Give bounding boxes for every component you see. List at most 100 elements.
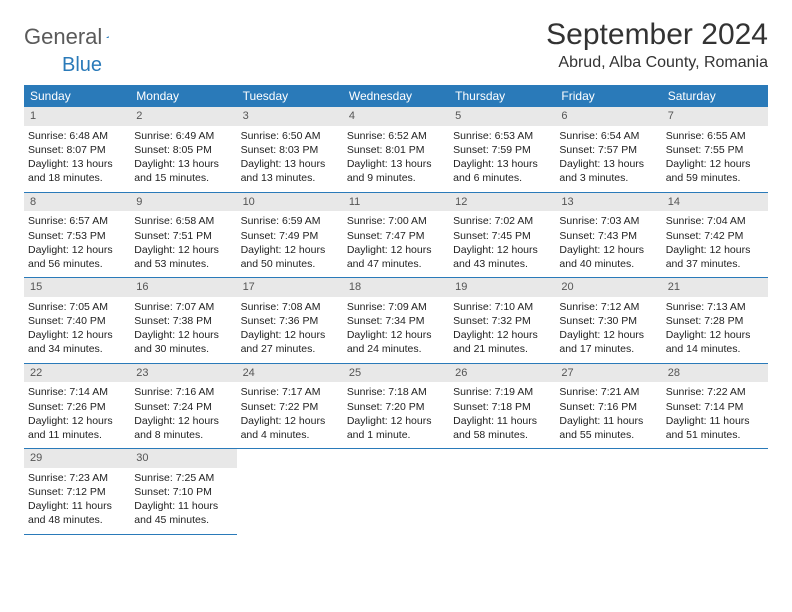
info-line: Sunset: 7:14 PM [666, 400, 764, 414]
day-number: 19 [449, 278, 555, 297]
info-line: Sunset: 7:59 PM [453, 143, 551, 157]
info-line: Daylight: 12 hours [347, 414, 445, 428]
info-line: Sunset: 8:01 PM [347, 143, 445, 157]
day-number: 21 [662, 278, 768, 297]
day-number: 9 [130, 193, 236, 212]
info-line: Daylight: 12 hours [134, 414, 232, 428]
day-number: 20 [555, 278, 661, 297]
day-header-row: SundayMondayTuesdayWednesdayThursdayFrid… [24, 85, 768, 107]
day-number: 25 [343, 364, 449, 383]
day-number: 1 [24, 107, 130, 126]
day-cell: 16Sunrise: 7:07 AMSunset: 7:38 PMDayligh… [130, 278, 236, 364]
day-cell: 24Sunrise: 7:17 AMSunset: 7:22 PMDayligh… [237, 364, 343, 450]
info-line: Daylight: 12 hours [666, 328, 764, 342]
info-line: and 37 minutes. [666, 257, 764, 271]
info-line: Sunset: 7:12 PM [28, 485, 126, 499]
day-cell: 21 Sunrise: 7:13 AMSunset: 7:28 PMDayligh… [662, 278, 768, 364]
day-cell: 9 Sunrise: 6:58 AMSunset: 7:51 PMDaylight… [130, 193, 236, 279]
day-cell: 7Sunrise: 6:55 AMSunset: 7:55 PMDaylight… [662, 107, 768, 193]
day-cell: 27Sunrise: 7:21 AMSunset: 7:16 PMDayligh… [555, 364, 661, 450]
info-line: Daylight: 11 hours [559, 414, 657, 428]
info-line: Sunset: 8:03 PM [241, 143, 339, 157]
day-cell: 30 Sunrise: 7:25 AMSunset: 7:10 PMDayligh… [130, 449, 236, 535]
info-line: and 18 minutes. [28, 171, 126, 185]
day-info: Sunrise: 6:58 AMSunset: 7:51 PMDaylight:… [130, 214, 236, 271]
info-line: and 3 minutes. [559, 171, 657, 185]
info-line: and 15 minutes. [134, 171, 232, 185]
day-header: Wednesday [343, 85, 449, 107]
day-number: 17 [237, 278, 343, 297]
day-cell: 6Sunrise: 6:54 AMSunset: 7:57 PMDaylight… [555, 107, 661, 193]
info-line: and 30 minutes. [134, 342, 232, 356]
info-line: Sunrise: 7:05 AM [28, 300, 126, 314]
info-line: and 45 minutes. [134, 513, 232, 527]
info-line: and 1 minute. [347, 428, 445, 442]
info-line: Sunrise: 7:10 AM [453, 300, 551, 314]
day-cell: 15Sunrise: 7:05 AMSunset: 7:40 PMDayligh… [24, 278, 130, 364]
info-line: Sunset: 7:38 PM [134, 314, 232, 328]
day-number: 8 [24, 193, 130, 212]
month-title: September 2024 [546, 18, 768, 52]
day-cell: 2Sunrise: 6:49 AMSunset: 8:05 PMDaylight… [130, 107, 236, 193]
day-info: Sunrise: 7:14 AMSunset: 7:26 PMDaylight:… [24, 385, 130, 442]
info-line: and 34 minutes. [28, 342, 126, 356]
info-line: and 55 minutes. [559, 428, 657, 442]
day-info: Sunrise: 7:02 AMSunset: 7:45 PMDaylight:… [449, 214, 555, 271]
day-info: Sunrise: 7:05 AMSunset: 7:40 PMDaylight:… [24, 300, 130, 357]
info-line: and 9 minutes. [347, 171, 445, 185]
info-line: Sunrise: 6:58 AM [134, 214, 232, 228]
info-line: Sunrise: 6:49 AM [134, 129, 232, 143]
info-line: Sunrise: 7:13 AM [666, 300, 764, 314]
info-line: Daylight: 12 hours [134, 243, 232, 257]
weeks-container: 1 Sunrise: 6:48 AMSunset: 8:07 PMDaylight… [24, 107, 768, 535]
day-info: Sunrise: 7:13 AMSunset: 7:28 PMDaylight:… [662, 300, 768, 357]
day-info: Sunrise: 7:22 AMSunset: 7:14 PMDaylight:… [662, 385, 768, 442]
logo-text-2: Blue [62, 54, 102, 76]
info-line: Sunset: 7:47 PM [347, 229, 445, 243]
info-line: Daylight: 13 hours [453, 157, 551, 171]
info-line: Sunset: 7:36 PM [241, 314, 339, 328]
info-line: Sunrise: 6:50 AM [241, 129, 339, 143]
day-info: Sunrise: 7:08 AMSunset: 7:36 PMDaylight:… [237, 300, 343, 357]
info-line: Sunset: 7:34 PM [347, 314, 445, 328]
info-line: Daylight: 12 hours [28, 243, 126, 257]
day-cell: 11Sunrise: 7:00 AMSunset: 7:47 PMDayligh… [343, 193, 449, 279]
info-line: Sunrise: 7:19 AM [453, 385, 551, 399]
info-line: Daylight: 11 hours [134, 499, 232, 513]
day-cell: 18Sunrise: 7:09 AMSunset: 7:34 PMDayligh… [343, 278, 449, 364]
info-line: Sunset: 7:57 PM [559, 143, 657, 157]
info-line: Daylight: 12 hours [347, 328, 445, 342]
day-number: 29 [24, 449, 130, 468]
calendar: SundayMondayTuesdayWednesdayThursdayFrid… [24, 85, 768, 535]
day-info: Sunrise: 7:19 AMSunset: 7:18 PMDaylight:… [449, 385, 555, 442]
info-line: Sunrise: 7:04 AM [666, 214, 764, 228]
week-row: 22Sunrise: 7:14 AMSunset: 7:26 PMDayligh… [24, 364, 768, 450]
day-info: Sunrise: 6:48 AMSunset: 8:07 PMDaylight:… [24, 129, 130, 186]
day-cell: 28Sunrise: 7:22 AMSunset: 7:14 PMDayligh… [662, 364, 768, 450]
info-line: Sunset: 7:20 PM [347, 400, 445, 414]
day-cell: 29Sunrise: 7:23 AMSunset: 7:12 PMDayligh… [24, 449, 130, 535]
day-number: 12 [449, 193, 555, 212]
info-line: Daylight: 11 hours [28, 499, 126, 513]
day-info: Sunrise: 7:25 AMSunset: 7:10 PMDaylight:… [130, 471, 236, 528]
info-line: Sunrise: 7:16 AM [134, 385, 232, 399]
info-line: Daylight: 13 hours [347, 157, 445, 171]
info-line: and 51 minutes. [666, 428, 764, 442]
day-number: 13 [555, 193, 661, 212]
day-number: 4 [343, 107, 449, 126]
week-row: 29Sunrise: 7:23 AMSunset: 7:12 PMDayligh… [24, 449, 768, 535]
day-info: Sunrise: 7:21 AMSunset: 7:16 PMDaylight:… [555, 385, 661, 442]
day-number: 30 [130, 449, 236, 468]
day-cell: 14Sunrise: 7:04 AMSunset: 7:42 PMDayligh… [662, 193, 768, 279]
day-cell: 3Sunrise: 6:50 AMSunset: 8:03 PMDaylight… [237, 107, 343, 193]
info-line: Daylight: 12 hours [134, 328, 232, 342]
info-line: Sunrise: 7:00 AM [347, 214, 445, 228]
info-line: and 14 minutes. [666, 342, 764, 356]
week-row: 8Sunrise: 6:57 AMSunset: 7:53 PMDaylight… [24, 193, 768, 279]
info-line: Sunset: 7:49 PM [241, 229, 339, 243]
day-cell: 4Sunrise: 6:52 AMSunset: 8:01 PMDaylight… [343, 107, 449, 193]
week-row: 1 Sunrise: 6:48 AMSunset: 8:07 PMDaylight… [24, 107, 768, 193]
info-line: Sunset: 7:40 PM [28, 314, 126, 328]
info-line: Sunset: 8:07 PM [28, 143, 126, 157]
info-line: Sunrise: 7:08 AM [241, 300, 339, 314]
